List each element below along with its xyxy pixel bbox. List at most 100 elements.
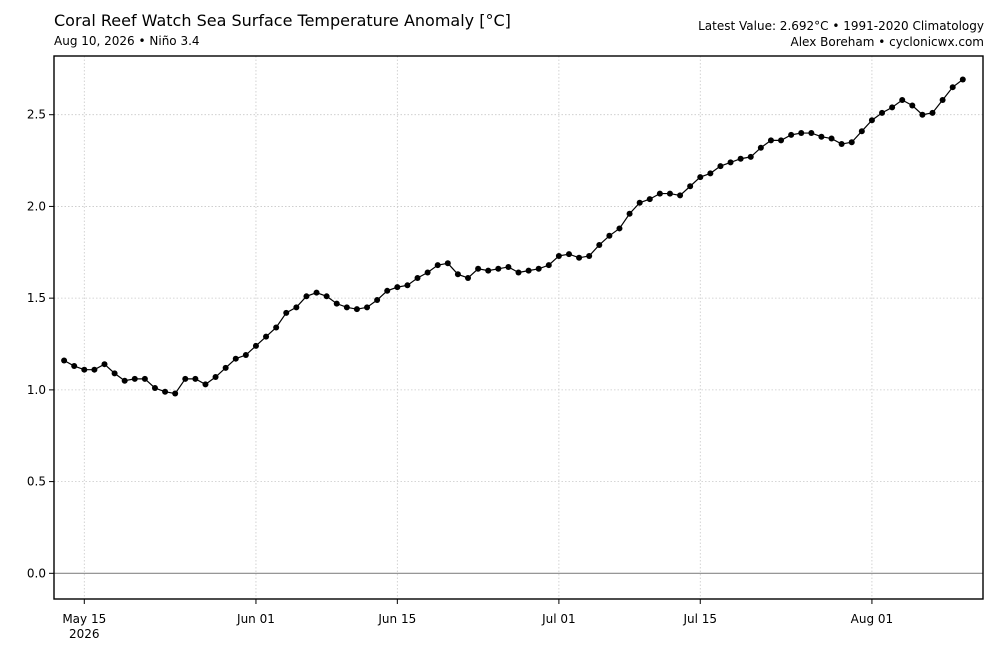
y-tick-label: 2.5 (27, 108, 46, 122)
x-tick-label: May 15 (62, 612, 106, 626)
data-point (374, 296, 381, 303)
data-point (495, 265, 502, 272)
data-point (404, 282, 411, 289)
data-point (788, 131, 795, 138)
data-point (939, 97, 946, 104)
data-point (616, 225, 623, 232)
x-tick-label: Jun 15 (377, 612, 416, 626)
data-point (626, 210, 633, 217)
plot-frame (53, 55, 984, 600)
y-tick-label: 2.0 (27, 199, 46, 213)
data-point (606, 232, 613, 239)
data-point (232, 355, 239, 362)
y-tick-label: 0.0 (27, 566, 46, 580)
data-point (353, 306, 360, 313)
data-point (364, 304, 371, 311)
x-tick-label: Jun 01 (236, 612, 275, 626)
data-point (394, 284, 401, 291)
data-point (889, 104, 896, 111)
data-point (151, 385, 158, 392)
data-point (192, 375, 199, 382)
data-point (757, 144, 764, 151)
data-point (434, 262, 441, 269)
grid-lines (54, 56, 983, 599)
data-point (91, 366, 98, 373)
data-point (545, 262, 552, 269)
data-point (959, 76, 966, 83)
data-point (222, 364, 229, 371)
data-point (899, 97, 906, 104)
data-point (313, 289, 320, 296)
data-point (515, 269, 522, 276)
data-point (949, 84, 956, 91)
data-point (283, 309, 290, 316)
data-point (879, 109, 886, 116)
data-point (121, 377, 128, 384)
data-point (798, 130, 805, 137)
series-group (61, 76, 966, 397)
data-point (868, 117, 875, 124)
data-point (323, 293, 330, 300)
data-point (909, 102, 916, 109)
chart-title: Coral Reef Watch Sea Surface Temperature… (54, 11, 511, 30)
data-point (919, 111, 926, 118)
data-point (828, 135, 835, 142)
data-point (576, 254, 583, 261)
data-point (465, 274, 472, 281)
data-point (101, 361, 108, 368)
data-point (343, 304, 350, 311)
x-tick-sublabel: 2026 (69, 627, 100, 641)
y-tick-label: 1.5 (27, 291, 46, 305)
data-point (767, 137, 774, 144)
y-tick-label: 1.0 (27, 383, 46, 397)
data-point (202, 381, 209, 388)
y-tick-label: 0.5 (27, 475, 46, 489)
series-line (63, 79, 964, 395)
data-point (111, 370, 118, 377)
data-point (131, 375, 138, 382)
data-point (535, 265, 542, 272)
data-point (303, 293, 310, 300)
data-point (687, 183, 694, 190)
data-point (424, 269, 431, 276)
data-point (475, 265, 482, 272)
data-point (838, 141, 845, 148)
latest-value-label: Latest Value: 2.692°C • 1991-2020 Climat… (698, 19, 984, 33)
data-point (81, 366, 88, 373)
data-point (485, 267, 492, 274)
data-point (141, 375, 148, 382)
data-point (555, 252, 562, 259)
data-point (666, 190, 673, 197)
data-point (182, 375, 189, 382)
data-point (858, 128, 865, 135)
data-point (71, 363, 78, 370)
data-point (454, 271, 461, 278)
x-tick-label: Jul 15 (682, 612, 717, 626)
credit-label: Alex Boreham • cyclonicwx.com (790, 35, 984, 49)
data-point (444, 260, 451, 267)
data-point (677, 192, 684, 199)
data-point (778, 137, 785, 144)
data-point (808, 130, 815, 137)
data-point (848, 139, 855, 146)
data-point (586, 252, 593, 259)
x-tick-label: Jul 01 (541, 612, 576, 626)
chart-subtitle: Aug 10, 2026 • Niño 3.4 (54, 34, 200, 48)
data-point (273, 324, 280, 331)
data-point (333, 300, 340, 307)
data-point (737, 155, 744, 162)
data-point (717, 163, 724, 170)
data-point (61, 357, 68, 364)
data-point (384, 287, 391, 294)
data-point (646, 196, 653, 203)
data-point (414, 274, 421, 281)
data-point (505, 263, 512, 270)
data-point (929, 109, 936, 116)
data-point (525, 267, 532, 274)
data-point (252, 342, 259, 349)
data-point (747, 153, 754, 160)
data-point (263, 333, 270, 340)
data-point (727, 159, 734, 166)
data-point (656, 190, 663, 197)
